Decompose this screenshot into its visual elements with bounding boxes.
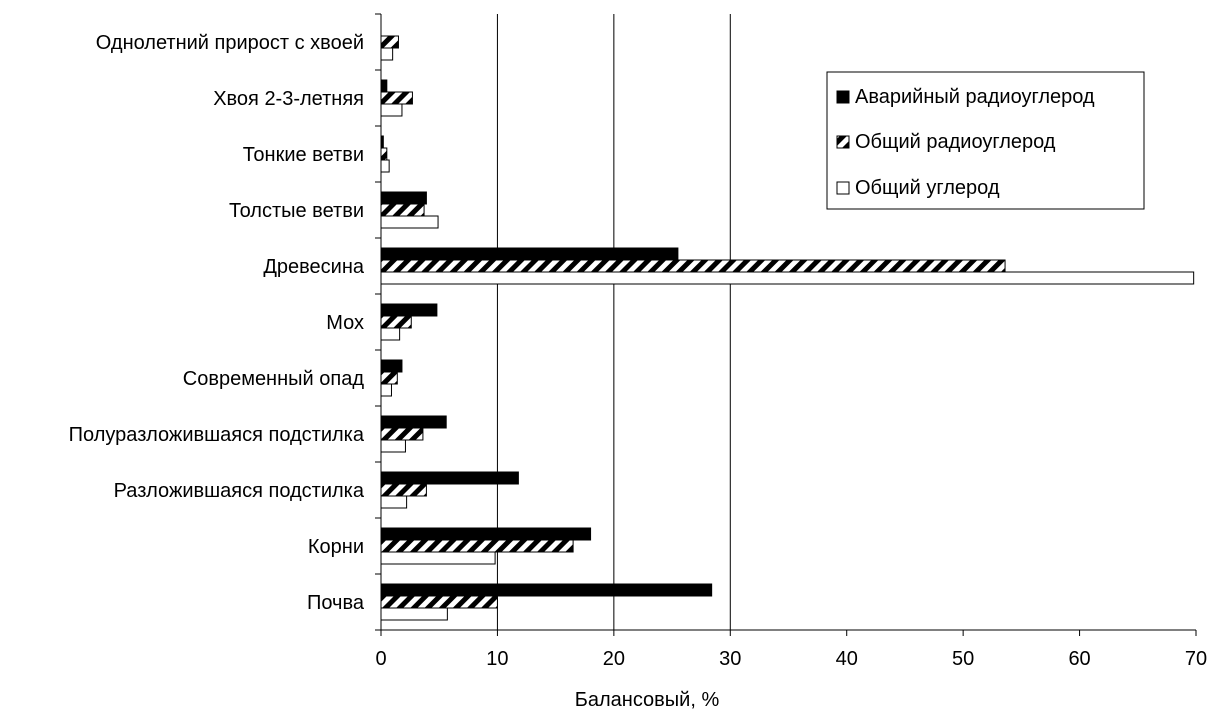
bar-obshchiy-radio-7 bbox=[380, 427, 424, 441]
category-label: Корни bbox=[308, 536, 364, 558]
bar-avariyny-5 bbox=[380, 303, 438, 317]
bar-obshchiy-radio-1 bbox=[380, 91, 413, 105]
legend-swatch-obshchiy-radio bbox=[836, 135, 850, 149]
x-tick-label: 50 bbox=[952, 648, 974, 670]
bar-obshchiy-uglerod-10 bbox=[380, 607, 448, 621]
bar-avariyny-9 bbox=[380, 527, 592, 541]
bar-obshchiy-uglerod-8 bbox=[380, 495, 408, 509]
bar-obshchiy-uglerod-4 bbox=[380, 271, 1195, 285]
bar-obshchiy-radio-3 bbox=[380, 203, 425, 217]
bar-obshchiy-uglerod-6 bbox=[380, 383, 392, 397]
legend-label-avariyny: Аварийный радиоуглерод bbox=[855, 86, 1095, 108]
category-label: Современный опад bbox=[183, 368, 365, 390]
category-label: Разложившаяся подстилка bbox=[114, 480, 365, 502]
bar-obshchiy-radio-2 bbox=[380, 147, 388, 161]
category-label: Однолетний прирост с хвоей bbox=[96, 32, 364, 54]
bar-obshchiy-uglerod-5 bbox=[380, 327, 401, 341]
x-axis-title: Балансовый, % bbox=[575, 689, 720, 711]
x-tick-label: 20 bbox=[603, 648, 625, 670]
bar-obshchiy-uglerod-0 bbox=[380, 47, 394, 61]
legend-label-obshchiy-uglerod: Общий углерод bbox=[855, 177, 1000, 199]
bar-obshchiy-uglerod-2 bbox=[380, 159, 390, 173]
legend-swatch-avariyny bbox=[836, 90, 850, 104]
bar-obshchiy-radio-9 bbox=[380, 539, 574, 553]
bar-avariyny-10 bbox=[380, 583, 713, 597]
category-label: Полуразложившаяся подстилка bbox=[69, 424, 365, 446]
x-tick-label: 30 bbox=[719, 648, 741, 670]
bar-avariyny-8 bbox=[380, 471, 519, 485]
bar-avariyny-1 bbox=[380, 79, 388, 93]
bar-obshchiy-uglerod-1 bbox=[380, 103, 403, 117]
bar-obshchiy-radio-4 bbox=[380, 259, 1006, 273]
category-label: Тонкие ветви bbox=[243, 144, 364, 166]
bar-obshchiy-radio-10 bbox=[380, 595, 498, 609]
legend-box bbox=[826, 71, 1145, 210]
bar-obshchiy-uglerod-9 bbox=[380, 551, 496, 565]
legend-swatch-obshchiy-uglerod bbox=[836, 181, 850, 195]
category-label: Толстые ветви bbox=[229, 200, 364, 222]
category-label: Мох bbox=[326, 312, 364, 334]
x-tick-label: 70 bbox=[1185, 648, 1207, 670]
legend-label-obshchiy-radio: Общий радиоуглерод bbox=[855, 131, 1056, 153]
x-tick-label: 0 bbox=[375, 648, 386, 670]
legend: Аварийный радиоуглерод Общий радиоуглеро… bbox=[826, 71, 1145, 210]
bar-obshchiy-uglerod-7 bbox=[380, 439, 406, 453]
bar-obshchiy-uglerod-3 bbox=[380, 215, 439, 229]
bar-avariyny-7 bbox=[380, 415, 447, 429]
x-tick-label: 40 bbox=[836, 648, 858, 670]
bar-avariyny-4 bbox=[380, 247, 679, 261]
bar-obshchiy-radio-0 bbox=[380, 35, 399, 49]
bar-avariyny-6 bbox=[380, 359, 403, 373]
category-label: Хвоя 2-3-летняя bbox=[213, 88, 364, 110]
bar-avariyny-3 bbox=[380, 191, 427, 205]
category-label: Древесина bbox=[263, 256, 365, 278]
x-tick-label: 10 bbox=[486, 648, 508, 670]
x-tick-label: 60 bbox=[1068, 648, 1090, 670]
bar-obshchiy-radio-5 bbox=[380, 315, 412, 329]
category-label: Почва bbox=[307, 592, 365, 614]
bar-obshchiy-radio-8 bbox=[380, 483, 427, 497]
bar-obshchiy-radio-6 bbox=[380, 371, 398, 385]
